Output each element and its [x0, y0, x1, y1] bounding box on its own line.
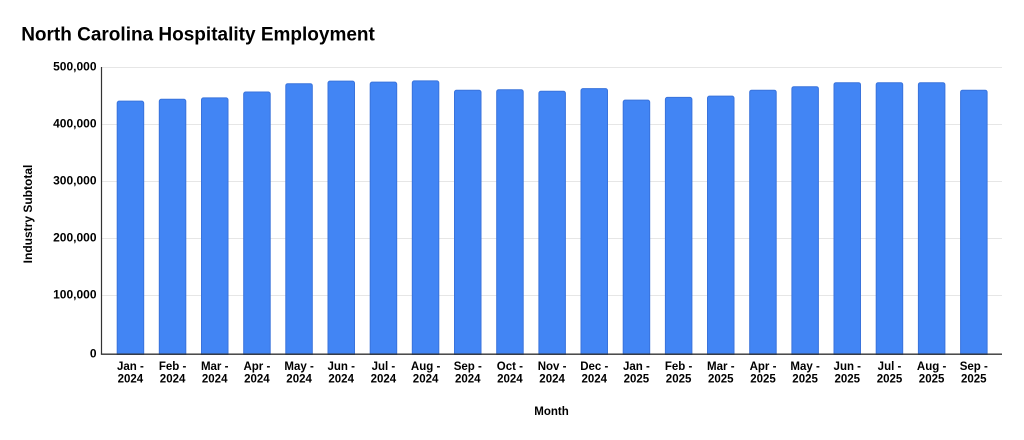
svg-text:2024: 2024	[371, 374, 397, 386]
svg-text:2025: 2025	[750, 374, 776, 386]
svg-text:Jun -: Jun -	[327, 361, 355, 373]
svg-text:2025: 2025	[961, 374, 987, 386]
svg-text:Industry Subtotal: Industry Subtotal	[21, 165, 35, 264]
svg-text:Sep -: Sep -	[960, 361, 988, 373]
svg-text:Month: Month	[534, 406, 568, 418]
svg-text:Sep -: Sep -	[454, 361, 482, 373]
svg-text:400,000: 400,000	[53, 116, 97, 130]
svg-text:2024: 2024	[160, 374, 186, 386]
svg-text:2025: 2025	[624, 374, 650, 386]
svg-text:Mar -: Mar -	[201, 361, 229, 373]
svg-text:2024: 2024	[497, 374, 523, 386]
svg-text:200,000: 200,000	[53, 230, 97, 244]
svg-text:2024: 2024	[539, 374, 565, 386]
svg-text:Apr -: Apr -	[750, 361, 777, 373]
svg-text:0: 0	[90, 346, 97, 360]
svg-text:2025: 2025	[666, 374, 692, 386]
svg-text:Jan -: Jan -	[117, 361, 144, 373]
svg-text:Jul -: Jul -	[878, 361, 902, 373]
svg-text:2024: 2024	[118, 374, 144, 386]
svg-text:Jul -: Jul -	[372, 361, 396, 373]
svg-text:Apr -: Apr -	[243, 361, 270, 373]
svg-text:2025: 2025	[919, 374, 945, 386]
svg-text:500,000: 500,000	[53, 59, 97, 73]
svg-text:Jan -: Jan -	[623, 361, 650, 373]
svg-text:2025: 2025	[835, 374, 861, 386]
svg-text:100,000: 100,000	[53, 287, 97, 301]
svg-text:2025: 2025	[792, 374, 818, 386]
svg-text:North Carolina Hospitality Emp: North Carolina Hospitality Employment	[21, 24, 375, 45]
svg-text:Feb -: Feb -	[665, 361, 693, 373]
svg-text:Feb -: Feb -	[159, 361, 187, 373]
svg-text:2024: 2024	[202, 374, 228, 386]
svg-text:2024: 2024	[413, 374, 439, 386]
svg-text:Aug -: Aug -	[917, 361, 947, 373]
svg-text:Mar -: Mar -	[707, 361, 735, 373]
svg-text:2025: 2025	[708, 374, 734, 386]
svg-text:Oct -: Oct -	[497, 361, 523, 373]
svg-text:Aug -: Aug -	[411, 361, 441, 373]
svg-text:2024: 2024	[244, 374, 270, 386]
svg-text:2024: 2024	[328, 374, 354, 386]
svg-text:2024: 2024	[455, 374, 481, 386]
svg-text:May -: May -	[284, 361, 314, 373]
svg-text:May -: May -	[790, 361, 820, 373]
svg-text:Dec -: Dec -	[580, 361, 608, 373]
svg-text:2024: 2024	[286, 374, 312, 386]
svg-text:2025: 2025	[877, 374, 903, 386]
svg-text:300,000: 300,000	[53, 173, 97, 187]
svg-text:Jun -: Jun -	[834, 361, 862, 373]
svg-text:2024: 2024	[582, 374, 608, 386]
svg-text:Nov -: Nov -	[538, 361, 567, 373]
